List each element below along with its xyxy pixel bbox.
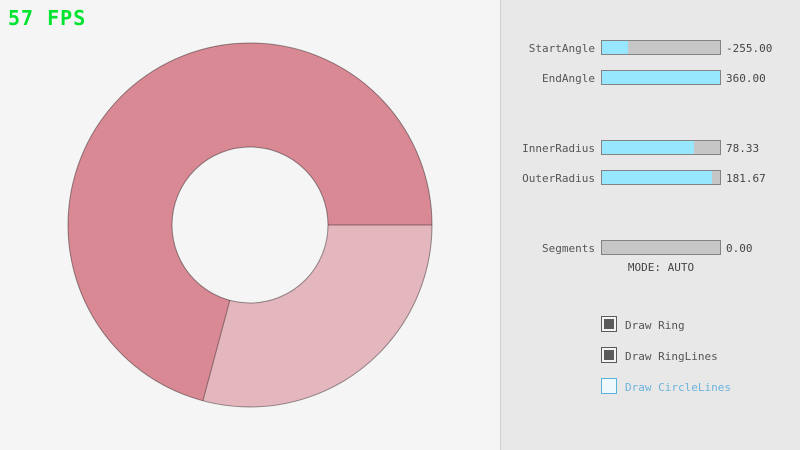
canvas-area: 57 FPS — [8, 6, 433, 408]
draw-ring-checkbox[interactable] — [601, 316, 617, 332]
slider-fill-endangle[interactable] — [602, 71, 720, 84]
slider-value-endangle: 360.00 — [726, 72, 766, 85]
fps-counter: 57 FPS — [8, 6, 87, 30]
slider-value-startangle: -255.00 — [726, 42, 773, 55]
slider-row-innerradius: InnerRadius 78.33 — [501, 140, 800, 156]
slider-outerradius[interactable] — [601, 170, 721, 185]
draw-ringlines-label: Draw RingLines — [625, 350, 718, 363]
slider-fill-outerradius[interactable] — [602, 171, 712, 184]
slider-row-startangle: StartAngle -255.00 — [501, 40, 800, 56]
slider-segments[interactable] — [601, 240, 721, 255]
checkmark — [604, 319, 614, 329]
slider-innerradius[interactable] — [601, 140, 721, 155]
draw-circlelines-label: Draw CircleLines — [625, 381, 731, 394]
slider-label-segments: Segments — [542, 242, 595, 255]
slider-label-endangle: EndAngle — [542, 72, 595, 85]
slider-label-startangle: StartAngle — [528, 42, 595, 55]
controls-panel: StartAngle -255.00 EndAngle 360.00 Inner… — [500, 0, 800, 450]
ring-start-angle-line — [202, 300, 231, 401]
slider-row-endangle: EndAngle 360.00 — [501, 70, 800, 86]
draw-ringlines-checkbox[interactable] — [601, 347, 617, 363]
checkbox-row-draw-ringlines: Draw RingLines — [501, 347, 800, 365]
slider-startangle[interactable] — [601, 40, 721, 55]
slider-label-innerradius: InnerRadius — [522, 142, 595, 155]
ring-sector-overlap — [68, 43, 433, 401]
slider-label-outerradius: OuterRadius — [522, 172, 595, 185]
slider-value-innerradius: 78.33 — [726, 142, 760, 155]
slider-fill-startangle[interactable] — [602, 41, 628, 54]
slider-endangle[interactable] — [601, 70, 721, 85]
ring-chart — [67, 42, 433, 408]
slider-row-segments: Segments 0.00 — [501, 240, 800, 256]
segments-mode-text: MODE: AUTO — [627, 261, 695, 274]
draw-ring-label: Draw Ring — [625, 319, 685, 332]
checkbox-row-draw-ring: Draw Ring — [501, 316, 800, 334]
slider-value-outerradius: 181.67 — [726, 172, 766, 185]
checkmark — [604, 350, 614, 360]
draw-circlelines-checkbox[interactable] — [601, 378, 617, 394]
slider-fill-innerradius[interactable] — [602, 141, 695, 154]
checkbox-row-draw-circlelines: Draw CircleLines — [501, 378, 800, 396]
ring-outer-line — [67, 42, 433, 408]
ring-inner-line — [171, 146, 329, 304]
ring-sector-single — [202, 225, 433, 408]
slider-row-outerradius: OuterRadius 181.67 — [501, 170, 800, 186]
slider-value-segments: 0.00 — [726, 242, 753, 255]
